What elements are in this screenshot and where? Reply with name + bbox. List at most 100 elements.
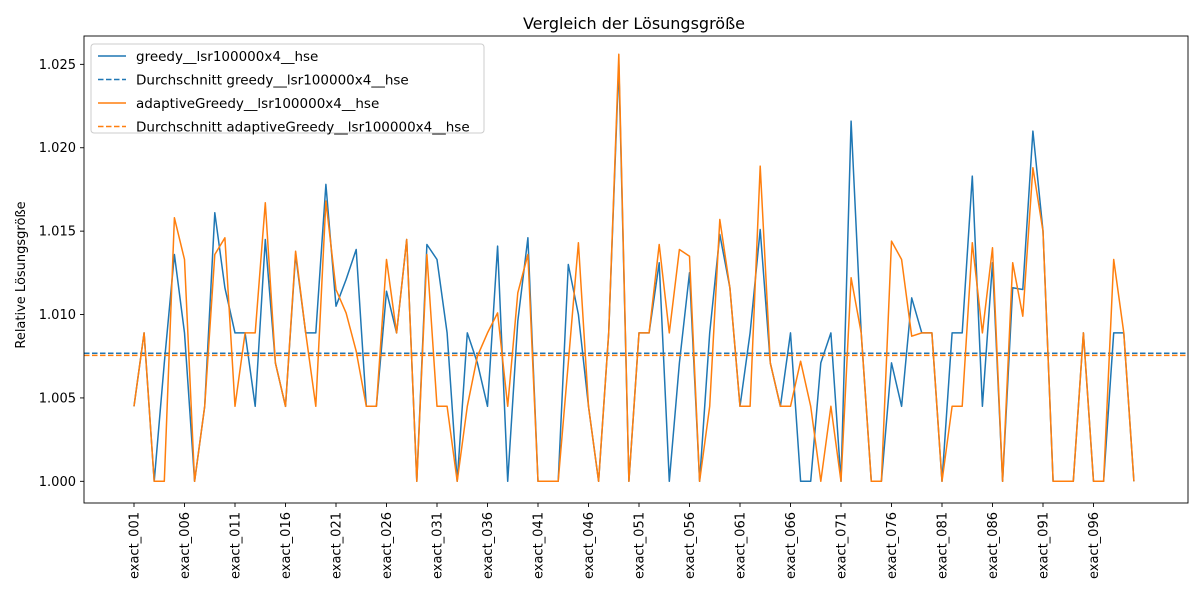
data-point xyxy=(679,362,680,363)
data-point xyxy=(608,332,609,333)
data-point xyxy=(1103,481,1104,482)
data-point xyxy=(457,481,458,482)
data-point xyxy=(901,406,902,407)
y-tick-label: 1.025 xyxy=(39,58,76,73)
data-point xyxy=(820,362,821,363)
data-point xyxy=(618,54,619,55)
data-point xyxy=(416,481,417,482)
y-tick-label: 1.015 xyxy=(39,225,76,240)
data-point xyxy=(578,242,579,243)
data-point xyxy=(992,247,993,248)
data-point xyxy=(1093,481,1094,482)
x-tick-label: exact_046 xyxy=(582,512,597,579)
data-point xyxy=(386,259,387,260)
data-point xyxy=(527,237,528,238)
data-point xyxy=(1032,167,1033,168)
data-point xyxy=(538,481,539,482)
data-point xyxy=(527,254,528,255)
data-point xyxy=(467,332,468,333)
data-point xyxy=(447,406,448,407)
data-point xyxy=(760,229,761,230)
data-point xyxy=(245,332,246,333)
legend-entry: Durchschnitt greedy__lsr100000x4__hse xyxy=(136,73,409,89)
data-point xyxy=(517,321,518,322)
data-point xyxy=(568,362,569,363)
data-point xyxy=(952,406,953,407)
data-point xyxy=(346,279,347,280)
data-point xyxy=(1073,481,1074,482)
data-point xyxy=(134,406,135,407)
y-tick-label: 1.005 xyxy=(39,391,76,406)
data-point xyxy=(487,332,488,333)
data-point xyxy=(972,176,973,177)
data-point xyxy=(154,481,155,482)
data-point xyxy=(911,297,912,298)
data-point xyxy=(911,336,912,337)
data-point xyxy=(467,406,468,407)
data-point xyxy=(659,262,660,263)
x-tick-label: exact_031 xyxy=(431,512,446,579)
data-point xyxy=(669,481,670,482)
data-point xyxy=(1022,289,1023,290)
data-point xyxy=(1043,231,1044,232)
data-point xyxy=(548,481,549,482)
x-tick-label: exact_051 xyxy=(633,512,648,579)
data-point xyxy=(235,406,236,407)
series-line-2 xyxy=(133,53,1135,483)
data-point xyxy=(224,287,225,288)
x-tick-label: exact_061 xyxy=(734,512,749,579)
x-tick-label: exact_066 xyxy=(784,512,799,579)
data-point xyxy=(972,242,973,243)
legend-box xyxy=(90,43,485,134)
data-point xyxy=(1053,481,1054,482)
data-point xyxy=(790,332,791,333)
data-point xyxy=(1012,262,1013,263)
data-point xyxy=(851,121,852,122)
data-point xyxy=(770,362,771,363)
data-point xyxy=(164,362,165,363)
x-tick-label: exact_056 xyxy=(683,512,698,579)
data-point xyxy=(598,481,599,482)
data-point xyxy=(1123,332,1124,333)
data-point xyxy=(628,481,629,482)
data-point xyxy=(275,362,276,363)
data-point xyxy=(1032,131,1033,132)
data-point xyxy=(820,481,821,482)
data-point xyxy=(810,406,811,407)
data-point xyxy=(740,406,741,407)
data-point xyxy=(255,332,256,333)
x-tick-label: exact_081 xyxy=(936,512,951,579)
axes: 1.000 1.005 1.010 1.015 1.020 1.025 exact_001 e… xyxy=(39,35,1189,579)
data-point xyxy=(235,332,236,333)
x-tick-label: exact_016 xyxy=(279,512,294,579)
data-point xyxy=(336,289,337,290)
data-point xyxy=(214,212,215,213)
data-point xyxy=(396,332,397,333)
data-point xyxy=(487,406,488,407)
data-point xyxy=(760,166,761,167)
data-point xyxy=(295,251,296,252)
data-point xyxy=(356,249,357,250)
data-point xyxy=(1083,332,1084,333)
data-point xyxy=(437,406,438,407)
data-point xyxy=(679,249,680,250)
data-point xyxy=(1002,481,1003,482)
x-tick-label: exact_011 xyxy=(229,512,244,579)
data-point xyxy=(830,406,831,407)
data-point xyxy=(336,306,337,307)
data-point xyxy=(164,481,165,482)
data-point xyxy=(891,362,892,363)
x-tick-label: exact_091 xyxy=(1037,512,1052,579)
legend-entry: adaptiveGreedy__lsr100000x4__hse xyxy=(136,96,379,112)
x-tick-label: exact_001 xyxy=(128,512,143,579)
data-point xyxy=(346,312,347,313)
x-tick-label: exact_036 xyxy=(481,512,496,579)
data-point xyxy=(689,256,690,257)
data-point xyxy=(871,481,872,482)
data-point xyxy=(315,406,316,407)
data-point xyxy=(1012,287,1013,288)
data-point xyxy=(305,332,306,333)
data-point xyxy=(942,481,943,482)
data-point xyxy=(921,332,922,333)
